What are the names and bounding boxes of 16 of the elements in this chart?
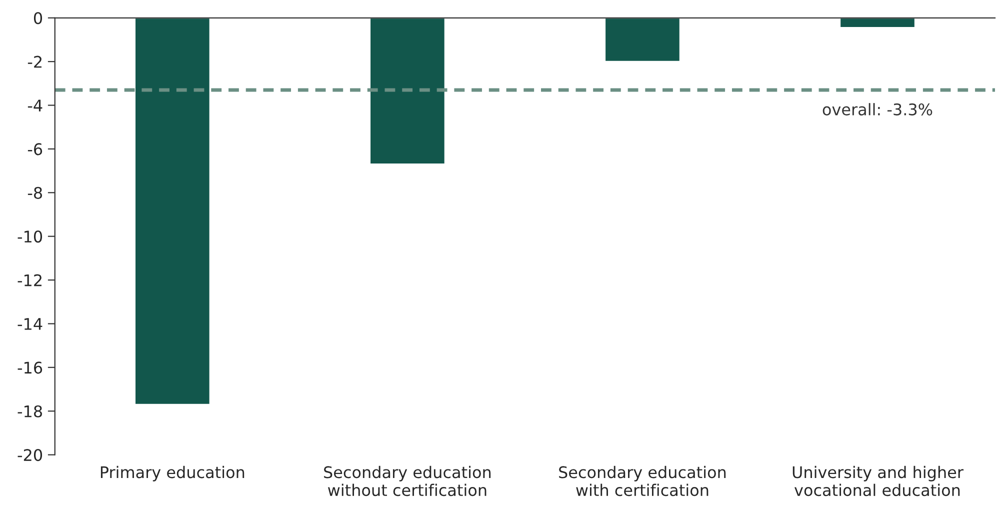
- y-tick-label: -4: [28, 100, 42, 112]
- x-tick-label: Secondary education without certification: [324, 466, 491, 496]
- y-tick-label: -20: [18, 449, 42, 462]
- y-tick-label: -8: [28, 186, 42, 199]
- y-tick-label: -18: [18, 405, 42, 418]
- x-tick-label: Primary education: [100, 466, 244, 482]
- x-tick-label: Secondary education with certification: [559, 466, 726, 496]
- x-tick-label: University and higher vocational education: [792, 466, 964, 496]
- y-tick-label: -14: [18, 318, 42, 330]
- y-tick-label: -2: [28, 56, 42, 68]
- ref-line-label: overall: -3.3%: [822, 103, 932, 116]
- y-tick-label: -10: [18, 230, 42, 243]
- y-tick-label: -16: [18, 362, 42, 374]
- y-tick-label: -6: [28, 143, 42, 156]
- y-tick-label: 0: [34, 12, 42, 24]
- y-tick-label: -12: [18, 274, 42, 286]
